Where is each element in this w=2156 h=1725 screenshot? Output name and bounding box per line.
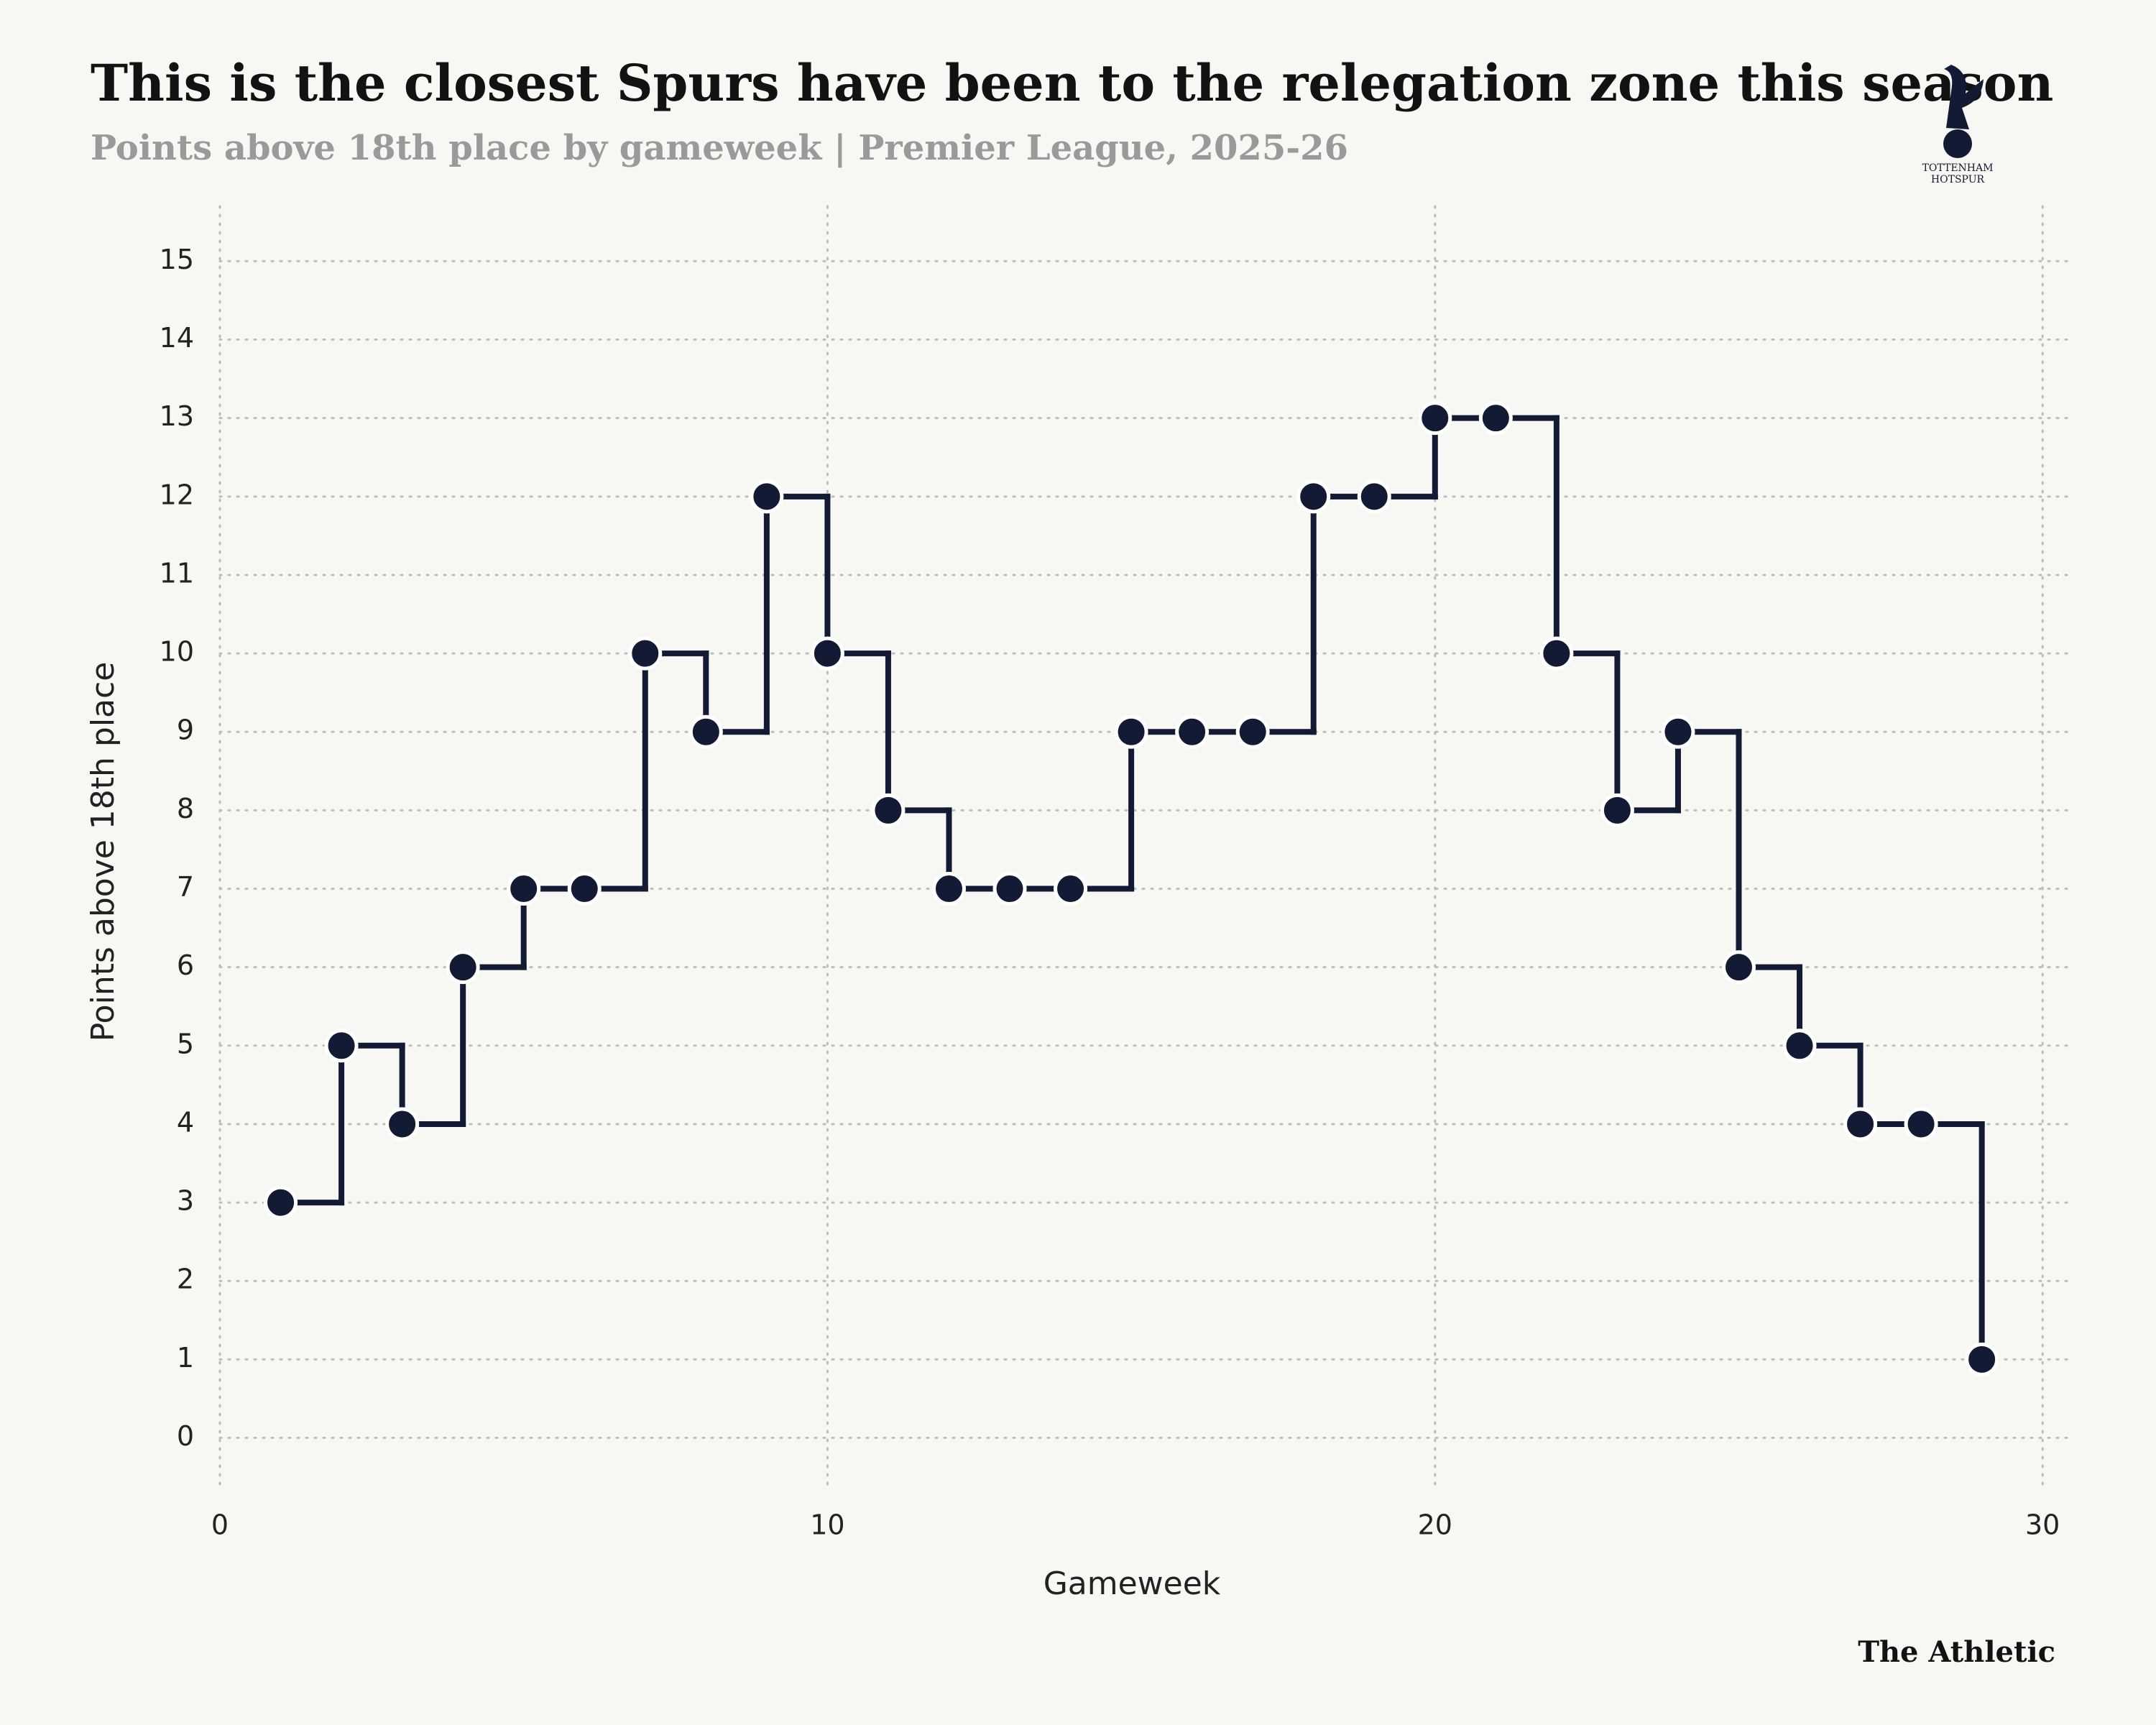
point-marker [1296, 479, 1331, 514]
x-axis-label: Gameweek [1044, 1565, 1221, 1602]
y-tick-label: 13 [160, 400, 194, 432]
point-marker [1357, 479, 1391, 514]
source: The Athletic [1858, 1635, 2055, 1669]
point-marker [1054, 872, 1088, 906]
y-tick-label: 8 [177, 793, 194, 824]
x-tick-label: 0 [211, 1509, 229, 1541]
y-tick-label: 9 [177, 714, 194, 746]
x-tick-label: 30 [2025, 1509, 2060, 1541]
y-tick-label: 4 [177, 1106, 194, 1138]
chart-subtitle: Points above 18th place by gameweek | Pr… [91, 128, 1348, 168]
logo: TOTTENHAM HOTSPUR [1922, 65, 1994, 185]
logo-cockerel [1944, 65, 1984, 129]
point-marker [324, 1029, 359, 1063]
point-marker [1782, 1029, 1817, 1063]
y-tick-label: 6 [177, 949, 194, 981]
y-tick-label: 0 [177, 1420, 194, 1452]
point-marker [1175, 714, 1210, 749]
point-marker [810, 636, 844, 671]
point-marker [628, 636, 663, 671]
point-marker [567, 872, 602, 906]
point-marker [1661, 714, 1695, 749]
point-marker [1114, 714, 1148, 749]
point-marker [1418, 401, 1452, 436]
y-axis-label: Points above 18th place [85, 662, 121, 1042]
point-marker [1721, 950, 1756, 985]
point-marker [1600, 793, 1634, 827]
point-marker [1965, 1342, 1999, 1376]
point-marker [507, 872, 541, 906]
y-tick-label: 12 [160, 479, 194, 510]
point-marker [385, 1107, 420, 1141]
logo-ball [1943, 129, 1972, 158]
point-marker [446, 950, 480, 985]
x-tick-label: 20 [1418, 1509, 1452, 1541]
y-tick-label: 1 [177, 1342, 194, 1374]
point-marker [931, 872, 966, 906]
point-marker [1478, 401, 1513, 436]
point-marker [871, 793, 906, 827]
point-marker [992, 872, 1027, 906]
chart-title: This is the closest Spurs have been to t… [91, 53, 2053, 113]
point-marker [1235, 714, 1270, 749]
point-marker [1843, 1107, 1878, 1141]
point-marker [750, 479, 784, 514]
y-tick-label: 10 [160, 636, 194, 668]
point-marker [1539, 636, 1574, 671]
point-marker [1904, 1107, 1938, 1141]
point-marker [264, 1185, 298, 1220]
y-tick-label: 14 [160, 322, 194, 354]
x-tick-label: 10 [810, 1509, 844, 1541]
logo-text: TOTTENHAM [1922, 162, 1994, 174]
y-tick-label: 3 [177, 1185, 194, 1217]
y-tick-label: 7 [177, 871, 194, 903]
y-tick-label: 5 [177, 1028, 194, 1059]
y-tick-label: 11 [160, 557, 194, 589]
logo-text: HOTSPUR [1931, 174, 1985, 185]
y-tick-label: 2 [177, 1264, 194, 1295]
y-tick-label: 15 [160, 244, 194, 275]
point-marker [688, 714, 723, 749]
